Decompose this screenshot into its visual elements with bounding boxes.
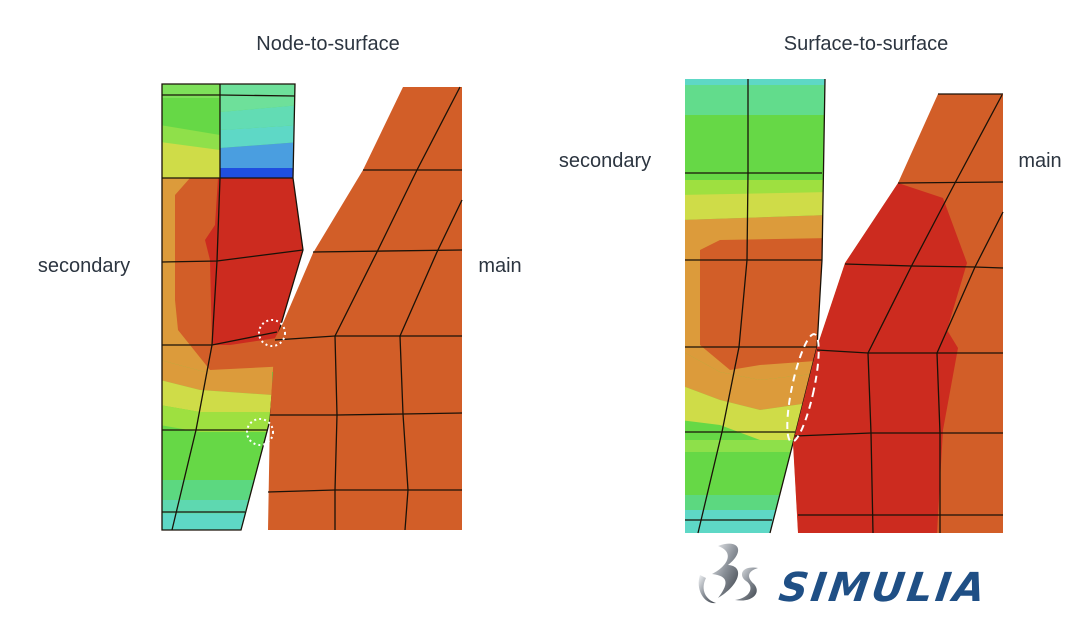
contact-highlight-circle xyxy=(246,418,274,446)
secondary-body-node-to-surface xyxy=(162,84,303,530)
contact-highlight-ellipse xyxy=(786,333,820,443)
secondary-label-left: secondary xyxy=(38,255,130,277)
panel-title-surface-to-surface: Surface-to-surface xyxy=(784,33,949,55)
secondary-label-right: secondary xyxy=(559,150,651,172)
contact-highlight-circle xyxy=(258,319,286,347)
panel-title-node-to-surface: Node-to-surface xyxy=(256,33,399,55)
main-label-left: main xyxy=(478,255,521,277)
simulia-logo: SIMULIA xyxy=(698,543,991,611)
ds-swoosh-icon xyxy=(698,543,758,604)
main-label-right: main xyxy=(1018,150,1061,172)
main-body-node-to-surface xyxy=(267,86,463,531)
simulia-wordmark: SIMULIA xyxy=(776,565,991,611)
